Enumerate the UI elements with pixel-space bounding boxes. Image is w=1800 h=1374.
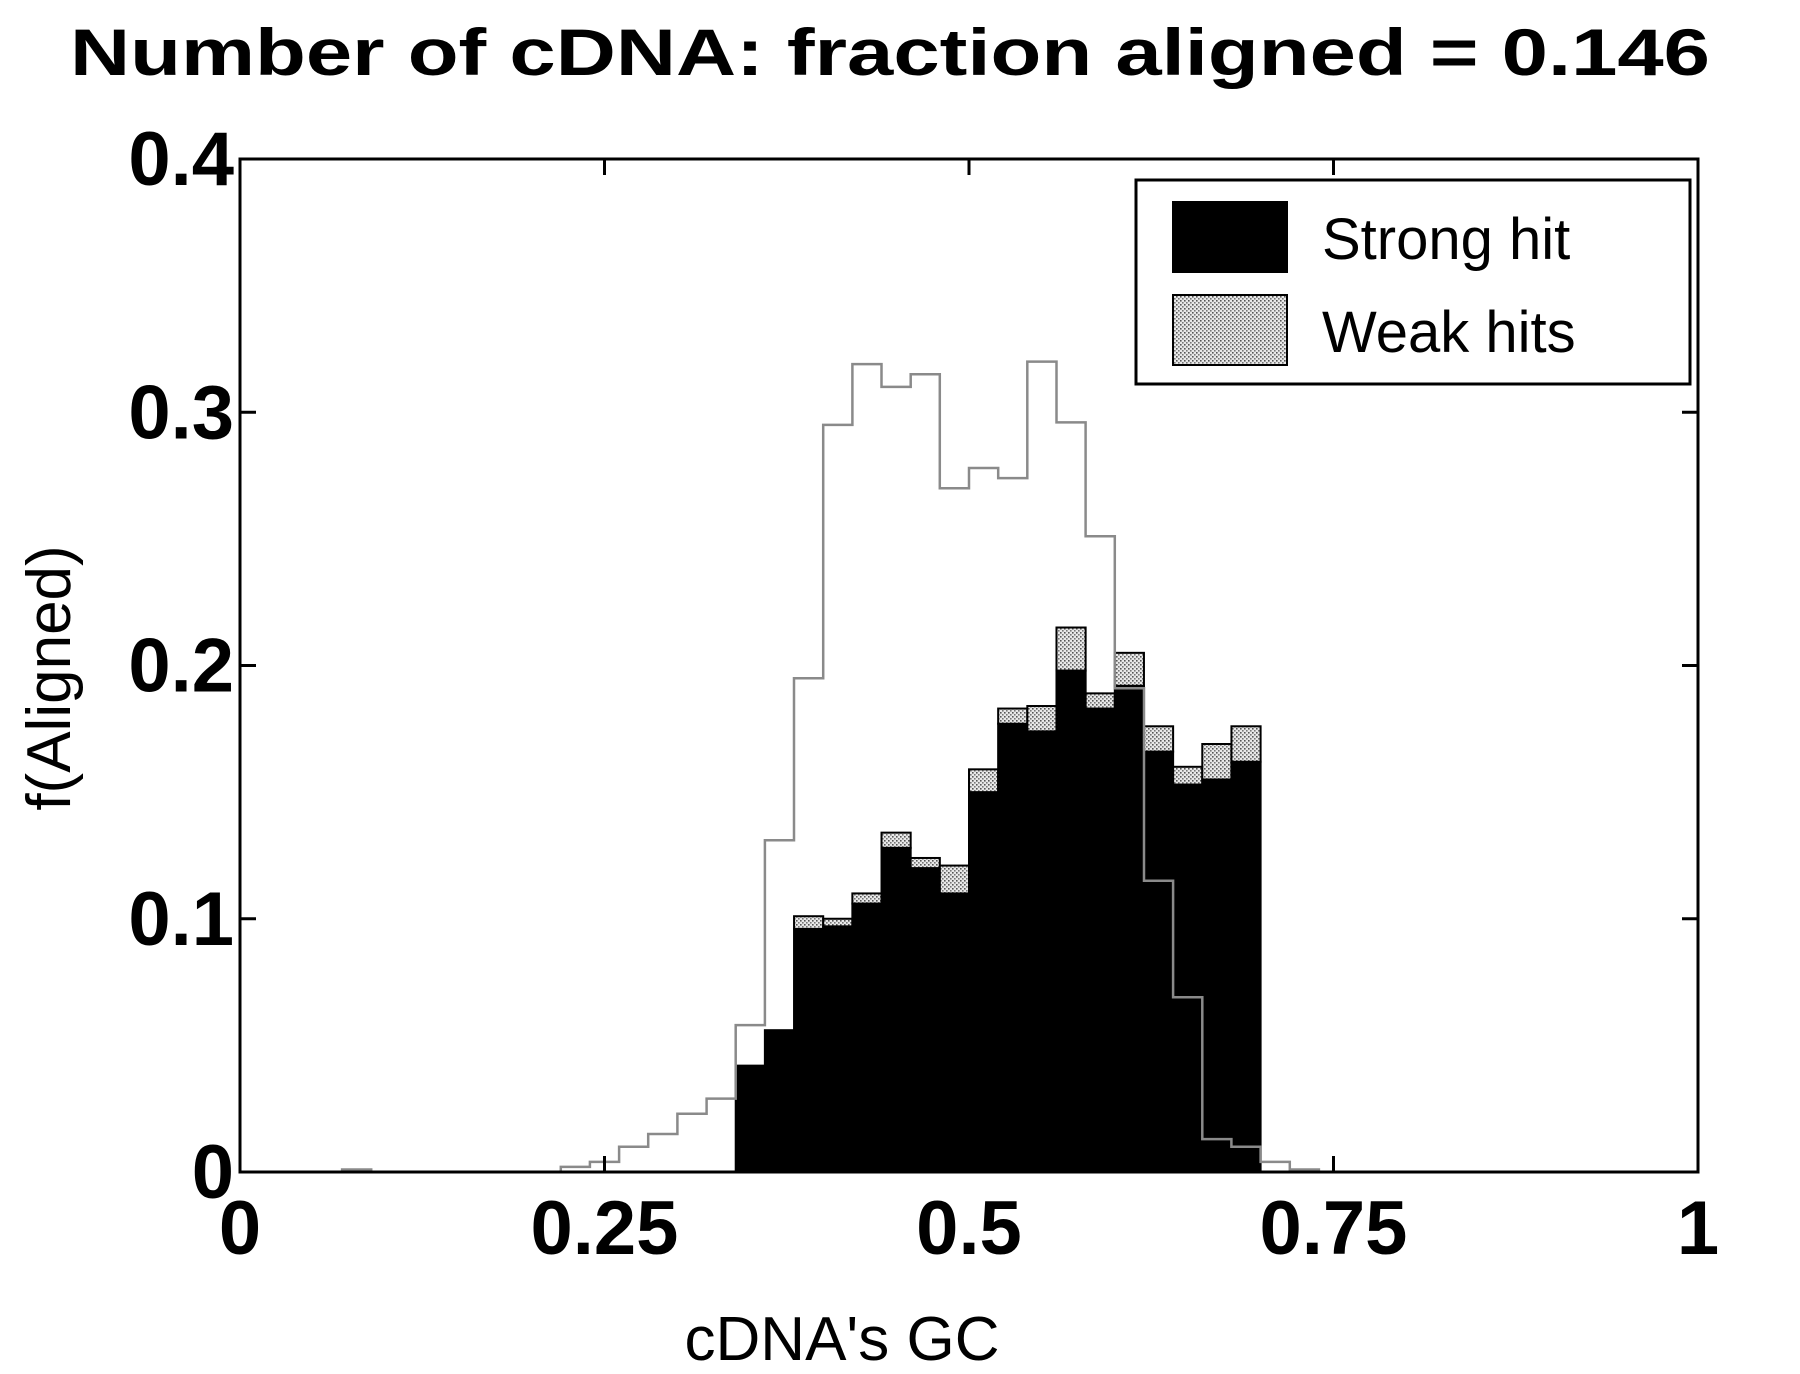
- chart-title: Number of cDNA: fraction aligned = 0.146: [70, 15, 1710, 89]
- bar-weak-hits: [822, 917, 854, 928]
- bar-weak-hits: [1113, 651, 1145, 687]
- bar-strong-hit: [793, 927, 825, 1173]
- bar-strong-hit: [1172, 783, 1204, 1174]
- bar-weak-hits: [880, 831, 912, 849]
- bar-weak-hits: [1055, 626, 1087, 672]
- bar-strong-hit: [938, 892, 971, 1173]
- bar-strong-hit: [1026, 730, 1058, 1173]
- y-axis-label: f(Aligned): [15, 545, 84, 810]
- bar-strong-hit: [734, 1064, 766, 1174]
- x-axis-label: cDNA's GC: [685, 1305, 1000, 1374]
- bar-weak-hits: [938, 864, 971, 895]
- bar-strong-hit: [909, 867, 941, 1173]
- x-tick-label: 0.25: [531, 1186, 679, 1271]
- bar-weak-hits: [851, 892, 883, 905]
- bar-strong-hit: [880, 846, 912, 1174]
- bar-strong-hit: [1055, 669, 1087, 1173]
- bar-strong-hit: [851, 902, 883, 1173]
- y-tick-label: 0.4: [128, 117, 234, 202]
- bar-strong-hit: [1201, 778, 1233, 1174]
- y-axis: 0 0.1 0.2 0.3 0.4: [128, 117, 1698, 1215]
- legend-label-strong-hit: Strong hit: [1322, 207, 1570, 272]
- x-axis: 0 0.25 0.5 0.75 1: [219, 159, 1719, 1271]
- legend-label-weak-hits: Weak hits: [1322, 300, 1576, 365]
- all-cdna-outline: [240, 360, 1698, 1174]
- legend-swatch-strong-hit: [1172, 201, 1288, 273]
- bar-strong-hit: [1084, 707, 1116, 1173]
- bar-strong-hit: [1230, 760, 1262, 1173]
- bar-strong-hit: [997, 722, 1029, 1173]
- bar-weak-hits: [1201, 743, 1233, 781]
- bar-weak-hits: [1142, 725, 1175, 753]
- bar-strong-hit: [822, 925, 854, 1173]
- y-tick-label: 0.2: [128, 624, 234, 709]
- x-tick-label: 0.75: [1260, 1186, 1408, 1271]
- legend-swatch-weak-hits: [1172, 294, 1288, 366]
- y-tick-label: 0.1: [128, 877, 234, 962]
- legend: Strong hit Weak hits: [1134, 178, 1692, 386]
- bar-weak-hits: [968, 768, 1000, 794]
- bar-weak-hits: [1230, 725, 1262, 763]
- bar-strong-hit: [763, 1029, 796, 1174]
- x-tick-label: 0: [219, 1186, 261, 1271]
- bar-weak-hits: [997, 707, 1029, 725]
- bar-strong-hit: [1113, 684, 1145, 1173]
- bar-strong-hit: [1142, 750, 1175, 1173]
- y-tick-label: 0.3: [128, 370, 234, 455]
- bar-weak-hits: [909, 856, 941, 870]
- bar-strong-hit: [968, 791, 1000, 1173]
- y-tick-label: 0: [192, 1130, 234, 1215]
- bar-weak-hits: [1026, 705, 1058, 733]
- x-tick-label: 1: [1677, 1186, 1719, 1271]
- bar-weak-hits: [1172, 765, 1204, 786]
- bar-weak-hits: [1084, 692, 1116, 710]
- x-tick-label: 0.5: [916, 1186, 1022, 1271]
- bar-weak-hits: [793, 915, 825, 930]
